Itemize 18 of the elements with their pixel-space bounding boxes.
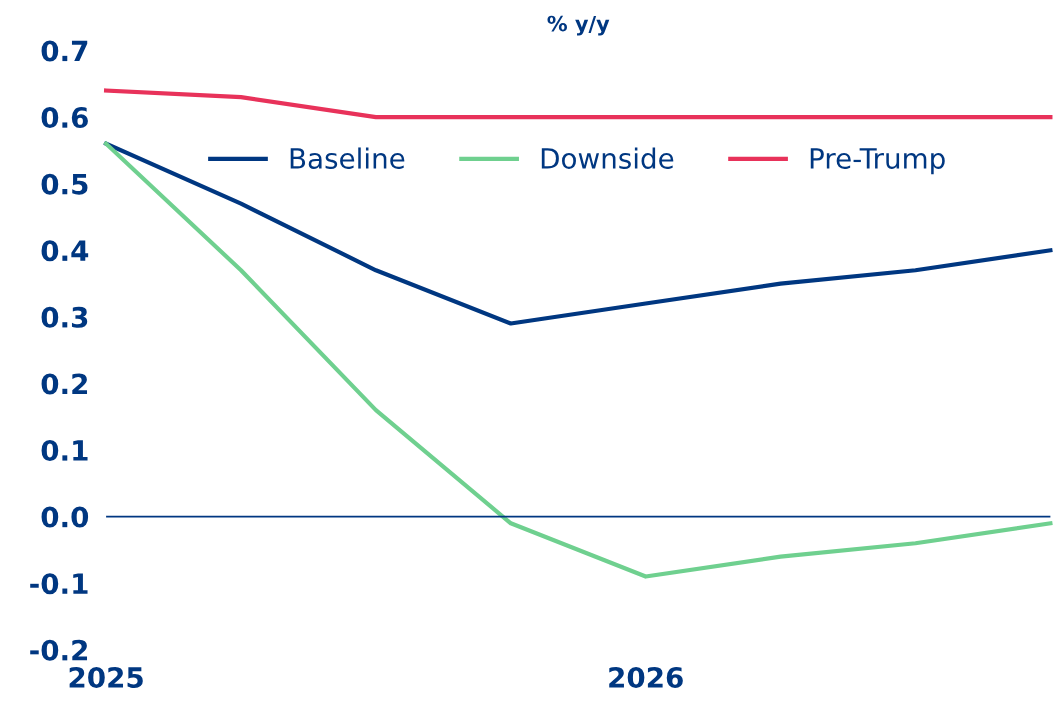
y-tick-label: 0.2 [41, 373, 88, 395]
y-tick-label: -0.2 [30, 639, 88, 661]
y-tick-label: 0.4 [41, 240, 89, 262]
y-tick-label: 0.3 [41, 306, 88, 328]
chart-title: % y/y [547, 15, 610, 36]
legend-label: Pre-Trump [810, 148, 945, 175]
y-tick-label: 0.0 [41, 506, 89, 528]
y-tick-label: -0.1 [30, 573, 88, 595]
x-tick-label: 2026 [609, 666, 683, 688]
x-tick-label: 2025 [69, 666, 143, 688]
y-tick-label: 0.6 [41, 107, 88, 129]
y-tick-label: 0.7 [41, 40, 88, 62]
y-tick-label: 0.5 [41, 173, 88, 195]
y-tick-label: 0.1 [41, 439, 88, 461]
legend-label: Baseline [290, 147, 405, 169]
legend-label: Downside [541, 147, 674, 169]
line-series [104, 141, 1053, 579]
line-series [104, 141, 1053, 326]
